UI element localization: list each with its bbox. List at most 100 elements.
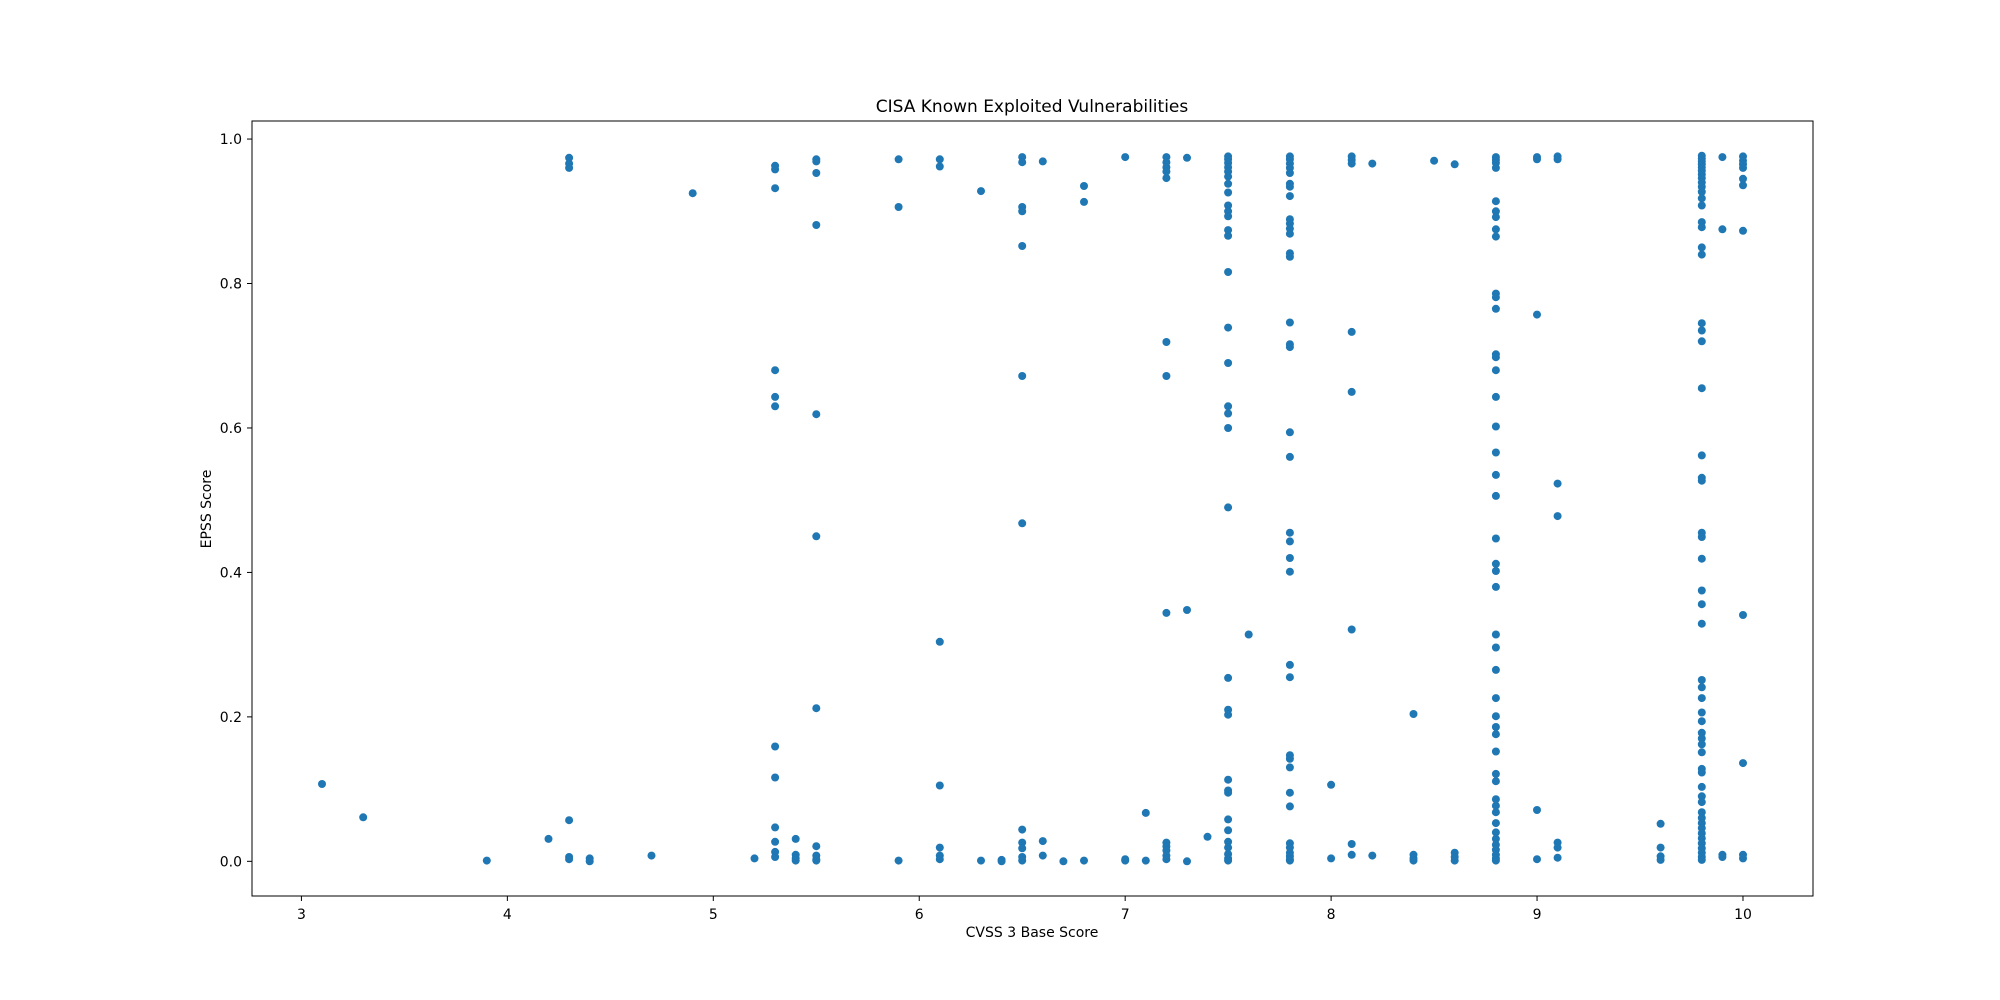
data-point — [1697, 326, 1706, 335]
data-point — [1491, 828, 1500, 837]
data-point — [1697, 337, 1706, 346]
data-point — [1491, 712, 1500, 721]
data-point — [1080, 197, 1088, 206]
data-point — [1244, 630, 1253, 639]
data-point — [1491, 422, 1500, 431]
data-point — [1285, 754, 1294, 763]
data-point — [544, 834, 553, 843]
data-point — [1224, 409, 1233, 418]
data-point — [1533, 806, 1541, 814]
data-point — [935, 855, 944, 864]
data-point — [1285, 528, 1294, 537]
data-point — [1697, 855, 1706, 864]
data-point — [935, 155, 944, 164]
data-point — [1491, 163, 1500, 172]
data-point — [1697, 734, 1706, 743]
data-point — [1697, 708, 1706, 717]
data-point — [812, 704, 821, 713]
data-point — [1697, 476, 1706, 485]
plot-frame — [251, 120, 1814, 897]
data-point — [565, 163, 574, 172]
data-point — [1285, 169, 1294, 177]
data-point — [1491, 207, 1500, 216]
data-point — [1697, 792, 1706, 801]
data-point — [791, 856, 800, 865]
data-point — [1491, 366, 1500, 375]
data-point — [1491, 643, 1500, 652]
data-point — [791, 834, 800, 843]
data-point — [1121, 153, 1130, 162]
data-point — [647, 851, 656, 860]
data-point — [894, 203, 903, 211]
data-point — [1285, 554, 1294, 562]
data-point — [1285, 660, 1294, 669]
data-point — [812, 410, 821, 419]
data-point — [1491, 834, 1500, 843]
data-point — [935, 843, 944, 852]
data-point — [1224, 424, 1233, 432]
data-point — [1697, 243, 1706, 252]
data-point — [997, 857, 1006, 866]
data-point — [1697, 194, 1706, 203]
data-point — [1697, 554, 1706, 563]
data-point — [1347, 387, 1356, 396]
data-point — [1018, 844, 1027, 853]
data-point — [1697, 600, 1706, 609]
data-point — [1739, 226, 1747, 235]
x-tick-label: 6 — [915, 907, 924, 923]
data-point — [1553, 853, 1562, 862]
data-point — [1491, 213, 1500, 222]
data-point — [771, 823, 780, 832]
x-tick-label: 8 — [1327, 907, 1336, 923]
data-point — [1183, 153, 1191, 162]
data-point — [771, 773, 780, 782]
data-point — [359, 813, 368, 822]
data-point — [1285, 192, 1294, 201]
x-tick-label: 3 — [297, 907, 306, 923]
data-point — [1285, 788, 1294, 797]
data-point — [1491, 808, 1500, 817]
data-point — [1533, 855, 1541, 864]
data-point — [1224, 815, 1233, 824]
data-point — [977, 856, 985, 865]
data-point — [1347, 625, 1356, 634]
data-point — [1697, 223, 1706, 232]
data-point — [1697, 694, 1706, 703]
data-point — [771, 366, 780, 375]
data-point — [771, 165, 780, 174]
data-point — [894, 155, 903, 164]
data-point — [1697, 586, 1706, 595]
data-point — [1224, 775, 1233, 784]
data-point — [1491, 665, 1500, 674]
data-point — [1491, 730, 1500, 739]
data-point — [1285, 229, 1294, 238]
data-point — [1018, 838, 1027, 847]
x-axis-ticks: 3 4 5 6 7 8 9 10 — [297, 896, 1752, 923]
data-point — [771, 837, 780, 846]
data-point — [1203, 832, 1212, 841]
data-point — [1018, 242, 1027, 250]
data-point — [1739, 163, 1747, 172]
chart-title: CISA Known Exploited Vulnerabilities — [876, 97, 1189, 117]
data-point — [565, 816, 574, 825]
data-point — [1162, 855, 1171, 864]
data-point — [1656, 819, 1665, 828]
data-point — [1491, 353, 1500, 362]
data-point — [1059, 857, 1068, 866]
data-point — [1697, 201, 1706, 210]
data-point — [1141, 808, 1150, 817]
data-point — [1553, 479, 1562, 488]
data-point — [688, 189, 697, 198]
data-point — [1718, 853, 1727, 861]
data-point — [1285, 802, 1294, 811]
data-point — [1162, 338, 1171, 346]
data-point — [1491, 232, 1500, 241]
data-point — [1697, 187, 1706, 196]
data-point — [1038, 837, 1047, 846]
data-point — [750, 854, 759, 863]
data-point — [1162, 372, 1171, 380]
data-point — [1327, 780, 1336, 789]
data-point — [1080, 856, 1088, 865]
data-point — [1491, 769, 1500, 778]
data-point — [1285, 428, 1294, 437]
